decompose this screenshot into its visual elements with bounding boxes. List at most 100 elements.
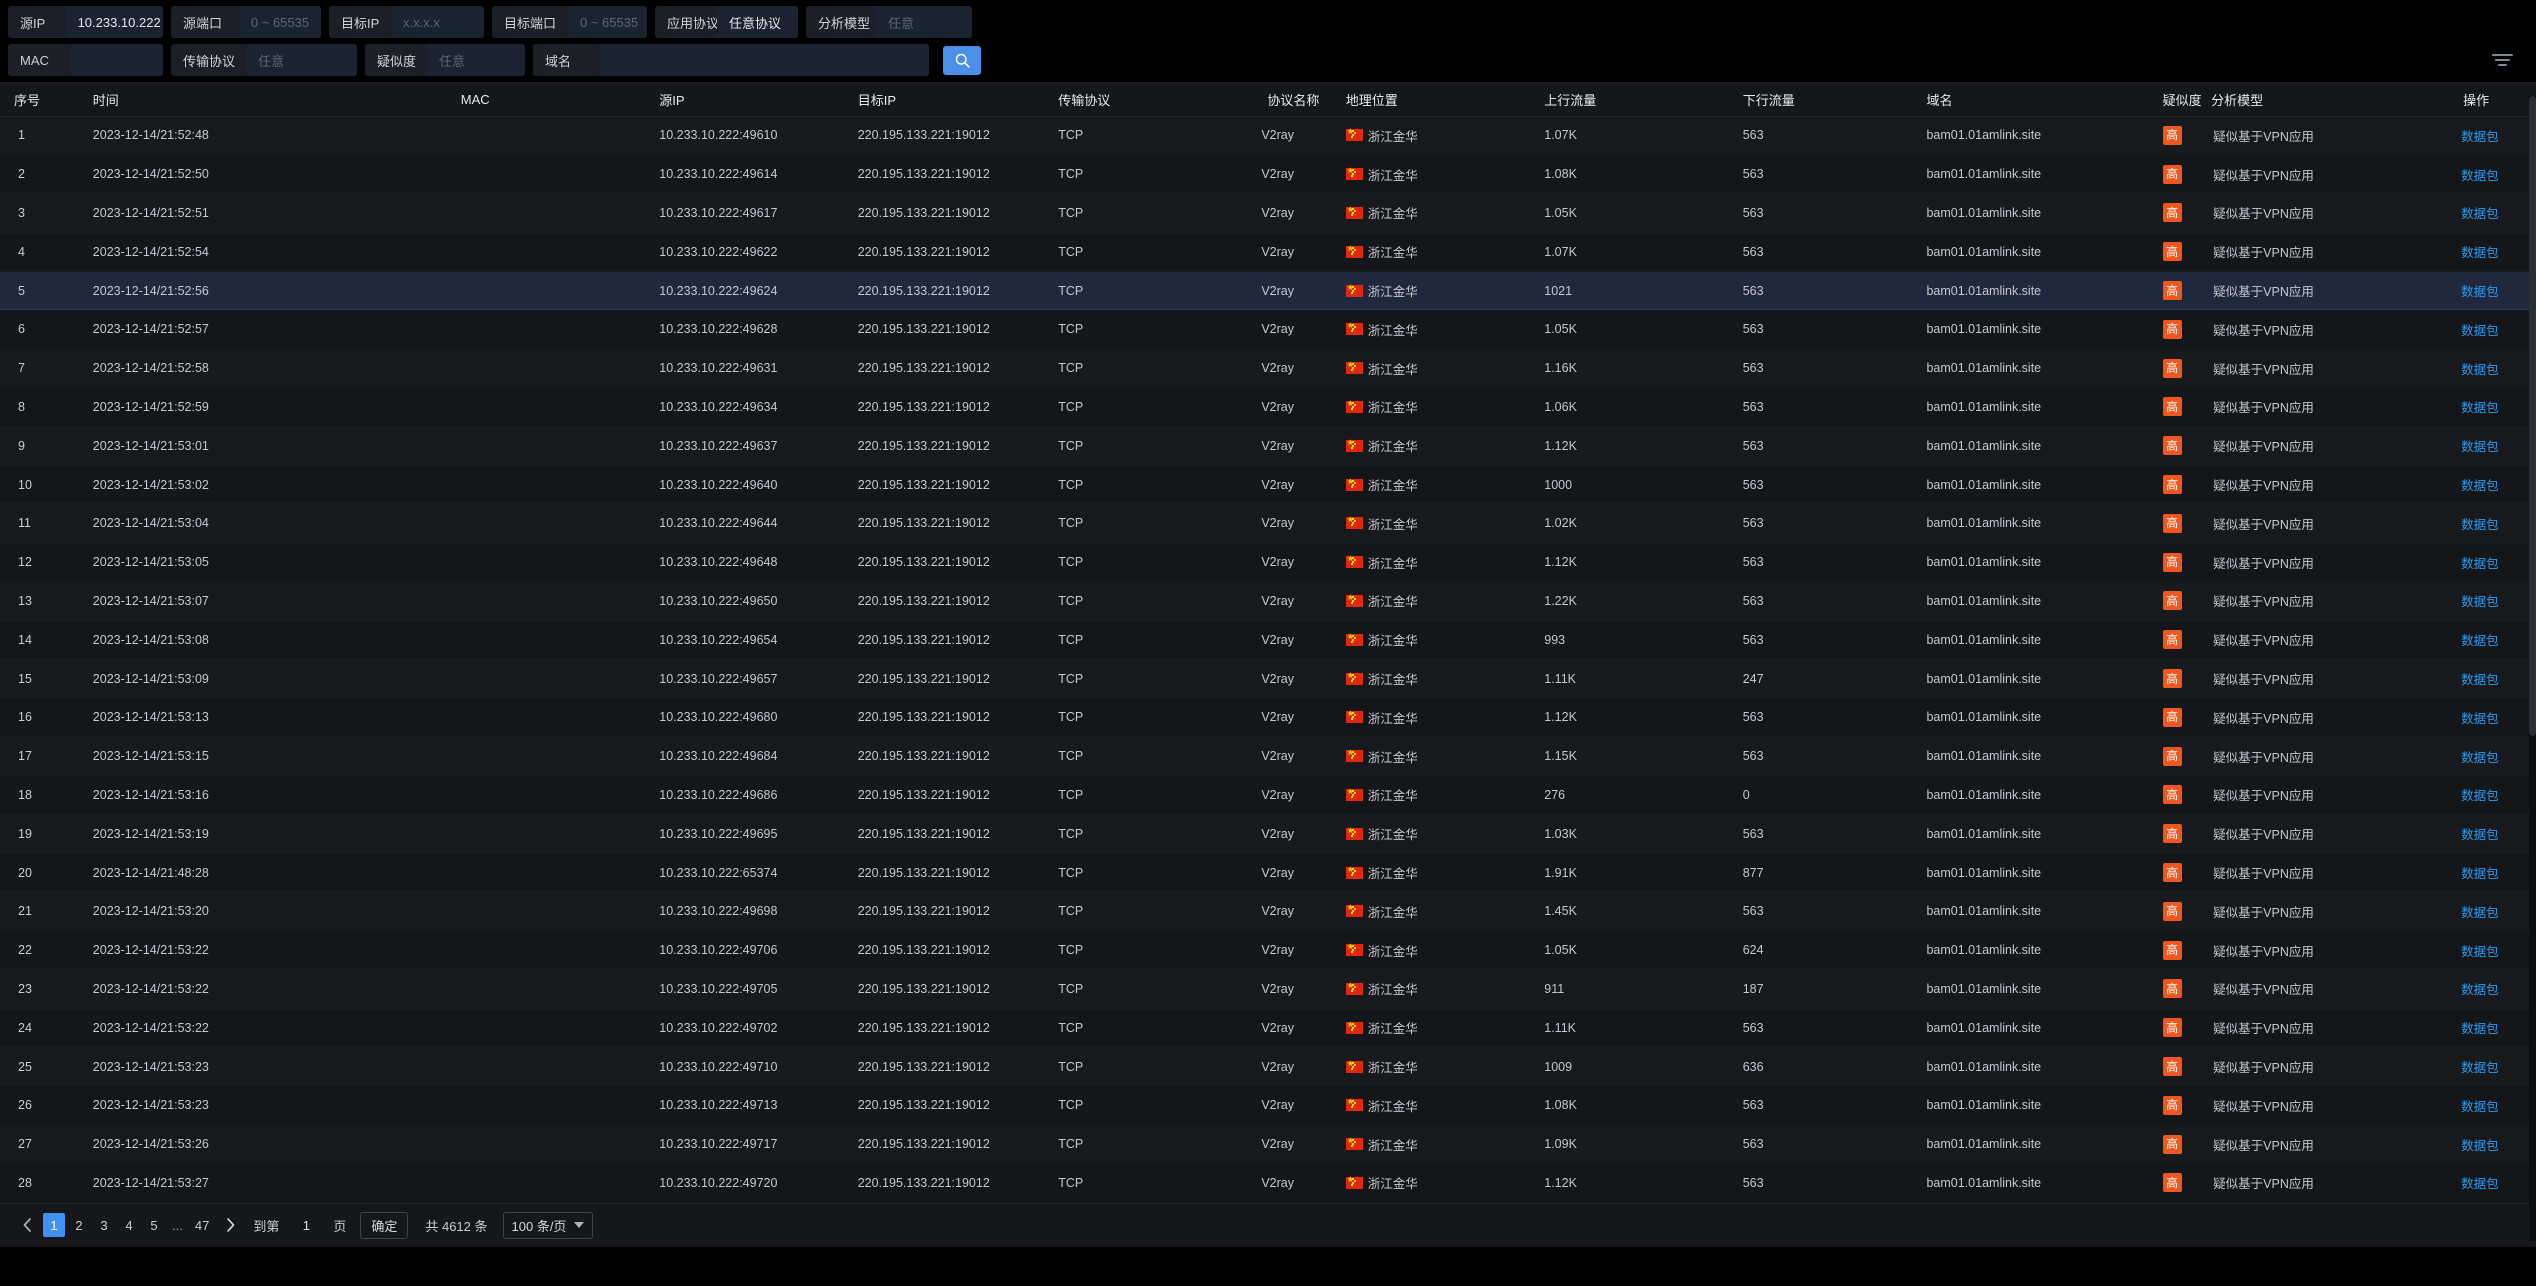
- page-button-2[interactable]: 2: [75, 1217, 83, 1233]
- search-button[interactable]: [943, 45, 981, 75]
- page-button-1[interactable]: 1: [43, 1213, 65, 1238]
- filter-suspicion[interactable]: 疑似度 任意: [365, 44, 525, 76]
- table-row[interactable]: 25 2023-12-14/21:53:23 10.233.10.222:49710…: [0, 1047, 2536, 1087]
- filter-domain-value[interactable]: [599, 44, 929, 76]
- table-row[interactable]: 12 2023-12-14/21:53:05 10.233.10.222:49648…: [0, 542, 2536, 583]
- packet-detail-link[interactable]: 数据包: [2461, 673, 2499, 688]
- table-row[interactable]: 14 2023-12-14/21:53:08 10.233.10.222:49654…: [0, 620, 2536, 660]
- column-header-time[interactable]: 时间: [58, 83, 453, 117]
- table-row[interactable]: 11 2023-12-14/21:53:04 10.233.10.222:49644…: [0, 503, 2536, 544]
- packet-detail-link[interactable]: 数据包: [2461, 479, 2499, 494]
- packet-detail-link[interactable]: 数据包: [2461, 517, 2499, 532]
- column-header-mac[interactable]: MAC: [452, 83, 652, 117]
- column-header-upload[interactable]: 上行流量: [1536, 83, 1735, 117]
- packet-detail-link[interactable]: 数据包: [2461, 285, 2499, 300]
- filter-src-port-value[interactable]: 0 ~ 65535: [238, 6, 321, 38]
- table-row[interactable]: 10 2023-12-14/21:53:02 10.233.10.222:49640…: [0, 465, 2536, 505]
- table-row[interactable]: 7 2023-12-14/21:52:58 10.233.10.222:49631 2…: [0, 348, 2536, 389]
- page-size-select[interactable]: 100 条/页: [502, 1211, 594, 1239]
- packet-detail-link[interactable]: 数据包: [2461, 401, 2499, 416]
- packet-detail-link[interactable]: 数据包: [2461, 440, 2499, 455]
- table-row[interactable]: 9 2023-12-14/21:53:01 10.233.10.222:49637 2…: [0, 426, 2536, 466]
- filter-analysis-model-value[interactable]: 任意: [876, 6, 972, 38]
- filter-mac-value[interactable]: [70, 44, 163, 76]
- page-button-last[interactable]: 47: [194, 1217, 210, 1233]
- column-header-model[interactable]: 分析模型: [2205, 83, 2456, 117]
- confirm-jump-button[interactable]: 确定: [360, 1211, 409, 1239]
- table-row[interactable]: 24 2023-12-14/21:53:22 10.233.10.222:49702…: [0, 1008, 2536, 1048]
- page-button-4[interactable]: 4: [125, 1217, 133, 1233]
- table-row[interactable]: 17 2023-12-14/21:53:15 10.233.10.222:49684…: [0, 736, 2536, 777]
- packet-detail-link[interactable]: 数据包: [2461, 750, 2499, 765]
- packet-detail-link[interactable]: 数据包: [2461, 207, 2499, 222]
- column-header-geo[interactable]: 地理位置: [1337, 83, 1537, 117]
- prev-page-button[interactable]: [14, 1212, 40, 1238]
- next-page-button[interactable]: [217, 1212, 243, 1238]
- packet-detail-link[interactable]: 数据包: [2461, 828, 2499, 843]
- jump-page-input[interactable]: [289, 1212, 324, 1238]
- filter-src-port[interactable]: 源端口 0 ~ 65535: [171, 6, 321, 38]
- packet-detail-link[interactable]: 数据包: [2461, 1099, 2499, 1114]
- filter-list-icon[interactable]: [2486, 46, 2520, 74]
- filter-dst-port[interactable]: 目标端口 0 ~ 65535: [492, 6, 647, 38]
- packet-detail-link[interactable]: 数据包: [2461, 867, 2499, 882]
- packet-detail-link[interactable]: 数据包: [2461, 944, 2499, 959]
- table-row[interactable]: 4 2023-12-14/21:52:54 10.233.10.222:49622 2…: [0, 232, 2536, 272]
- packet-detail-link[interactable]: 数据包: [2461, 1022, 2499, 1037]
- table-row[interactable]: 19 2023-12-14/21:53:19 10.233.10.222:49695…: [0, 814, 2536, 854]
- page-button-3[interactable]: 3: [100, 1217, 108, 1233]
- packet-detail-link[interactable]: 数据包: [2461, 168, 2499, 183]
- column-header-domain[interactable]: 域名: [1918, 83, 2157, 117]
- table-row[interactable]: 21 2023-12-14/21:53:20 10.233.10.222:49698…: [0, 891, 2536, 932]
- table-row[interactable]: 16 2023-12-14/21:53:13 10.233.10.222:49680…: [0, 697, 2536, 738]
- packet-detail-link[interactable]: 数据包: [2461, 556, 2499, 571]
- packet-detail-link[interactable]: 数据包: [2461, 634, 2499, 649]
- column-header-suspicion[interactable]: 疑似度: [2156, 83, 2206, 117]
- packet-detail-link[interactable]: 数据包: [2461, 789, 2499, 804]
- column-header-action[interactable]: 操作: [2455, 83, 2536, 117]
- table-row[interactable]: 8 2023-12-14/21:52:59 10.233.10.222:49634 2…: [0, 387, 2536, 427]
- column-header-dst-ip[interactable]: 目标IP: [849, 83, 1049, 117]
- packet-detail-link[interactable]: 数据包: [2461, 905, 2499, 920]
- vertical-scrollbar[interactable]: [2529, 96, 2536, 1241]
- packet-detail-link[interactable]: 数据包: [2461, 1177, 2499, 1192]
- packet-detail-link[interactable]: 数据包: [2461, 1138, 2499, 1153]
- filter-src-ip-value[interactable]: 10.233.10.222: [65, 6, 163, 38]
- packet-detail-link[interactable]: 数据包: [2461, 1061, 2499, 1076]
- filter-analysis-model[interactable]: 分析模型 任意: [806, 6, 972, 38]
- table-row[interactable]: 20 2023-12-14/21:48:28 10.233.10.222:65374…: [0, 853, 2536, 893]
- filter-suspicion-value[interactable]: 任意: [427, 44, 525, 76]
- scrollbar-thumb[interactable]: [2529, 96, 2536, 736]
- column-header-download[interactable]: 下行流量: [1734, 83, 1919, 117]
- filter-src-ip[interactable]: 源IP 10.233.10.222: [8, 6, 163, 38]
- filter-transport-protocol-value[interactable]: 任意: [246, 44, 357, 76]
- table-row[interactable]: 13 2023-12-14/21:53:07 10.233.10.222:49650…: [0, 581, 2536, 621]
- table-row[interactable]: 5 2023-12-14/21:52:56 10.233.10.222:49624 2…: [0, 271, 2536, 311]
- packet-detail-link[interactable]: 数据包: [2461, 595, 2499, 610]
- packet-detail-link[interactable]: 数据包: [2461, 362, 2499, 377]
- filter-domain[interactable]: 域名: [533, 44, 929, 76]
- filter-app-protocol[interactable]: 应用协议 任意协议: [655, 6, 798, 38]
- table-row[interactable]: 1 2023-12-14/21:52:48 10.233.10.222:49610 2…: [0, 116, 2536, 156]
- table-row[interactable]: 6 2023-12-14/21:52:57 10.233.10.222:49628 2…: [0, 309, 2536, 350]
- table-row[interactable]: 3 2023-12-14/21:52:51 10.233.10.222:49617 2…: [0, 193, 2536, 233]
- packet-detail-link[interactable]: 数据包: [2461, 983, 2499, 998]
- page-button-5[interactable]: 5: [150, 1217, 158, 1233]
- packet-detail-link[interactable]: 数据包: [2461, 711, 2499, 726]
- column-header-src-ip[interactable]: 源IP: [651, 83, 850, 117]
- filter-mac[interactable]: MAC: [8, 44, 163, 76]
- table-row[interactable]: 27 2023-12-14/21:53:26 10.233.10.222:49717…: [0, 1124, 2536, 1165]
- column-header-index[interactable]: 序号: [0, 83, 59, 117]
- table-row[interactable]: 22 2023-12-14/21:53:22 10.233.10.222:49706…: [0, 930, 2536, 971]
- filter-dst-port-value[interactable]: 0 ~ 65535: [568, 6, 647, 38]
- table-row[interactable]: 23 2023-12-14/21:53:22 10.233.10.222:49705…: [0, 969, 2536, 1009]
- filter-app-protocol-value[interactable]: 任意协议: [717, 6, 798, 38]
- filter-transport-protocol[interactable]: 传输协议 任意: [171, 44, 357, 76]
- table-row[interactable]: 26 2023-12-14/21:53:23 10.233.10.222:49713…: [0, 1085, 2536, 1126]
- packet-detail-link[interactable]: 数据包: [2461, 323, 2499, 338]
- filter-dst-ip[interactable]: 目标IP x.x.x.x: [329, 6, 484, 38]
- column-header-transport[interactable]: 传输协议: [1048, 83, 1262, 117]
- packet-detail-link[interactable]: 数据包: [2461, 246, 2499, 261]
- table-row[interactable]: 15 2023-12-14/21:53:09 10.233.10.222:49657…: [0, 659, 2536, 699]
- packet-detail-link[interactable]: 数据包: [2461, 129, 2499, 144]
